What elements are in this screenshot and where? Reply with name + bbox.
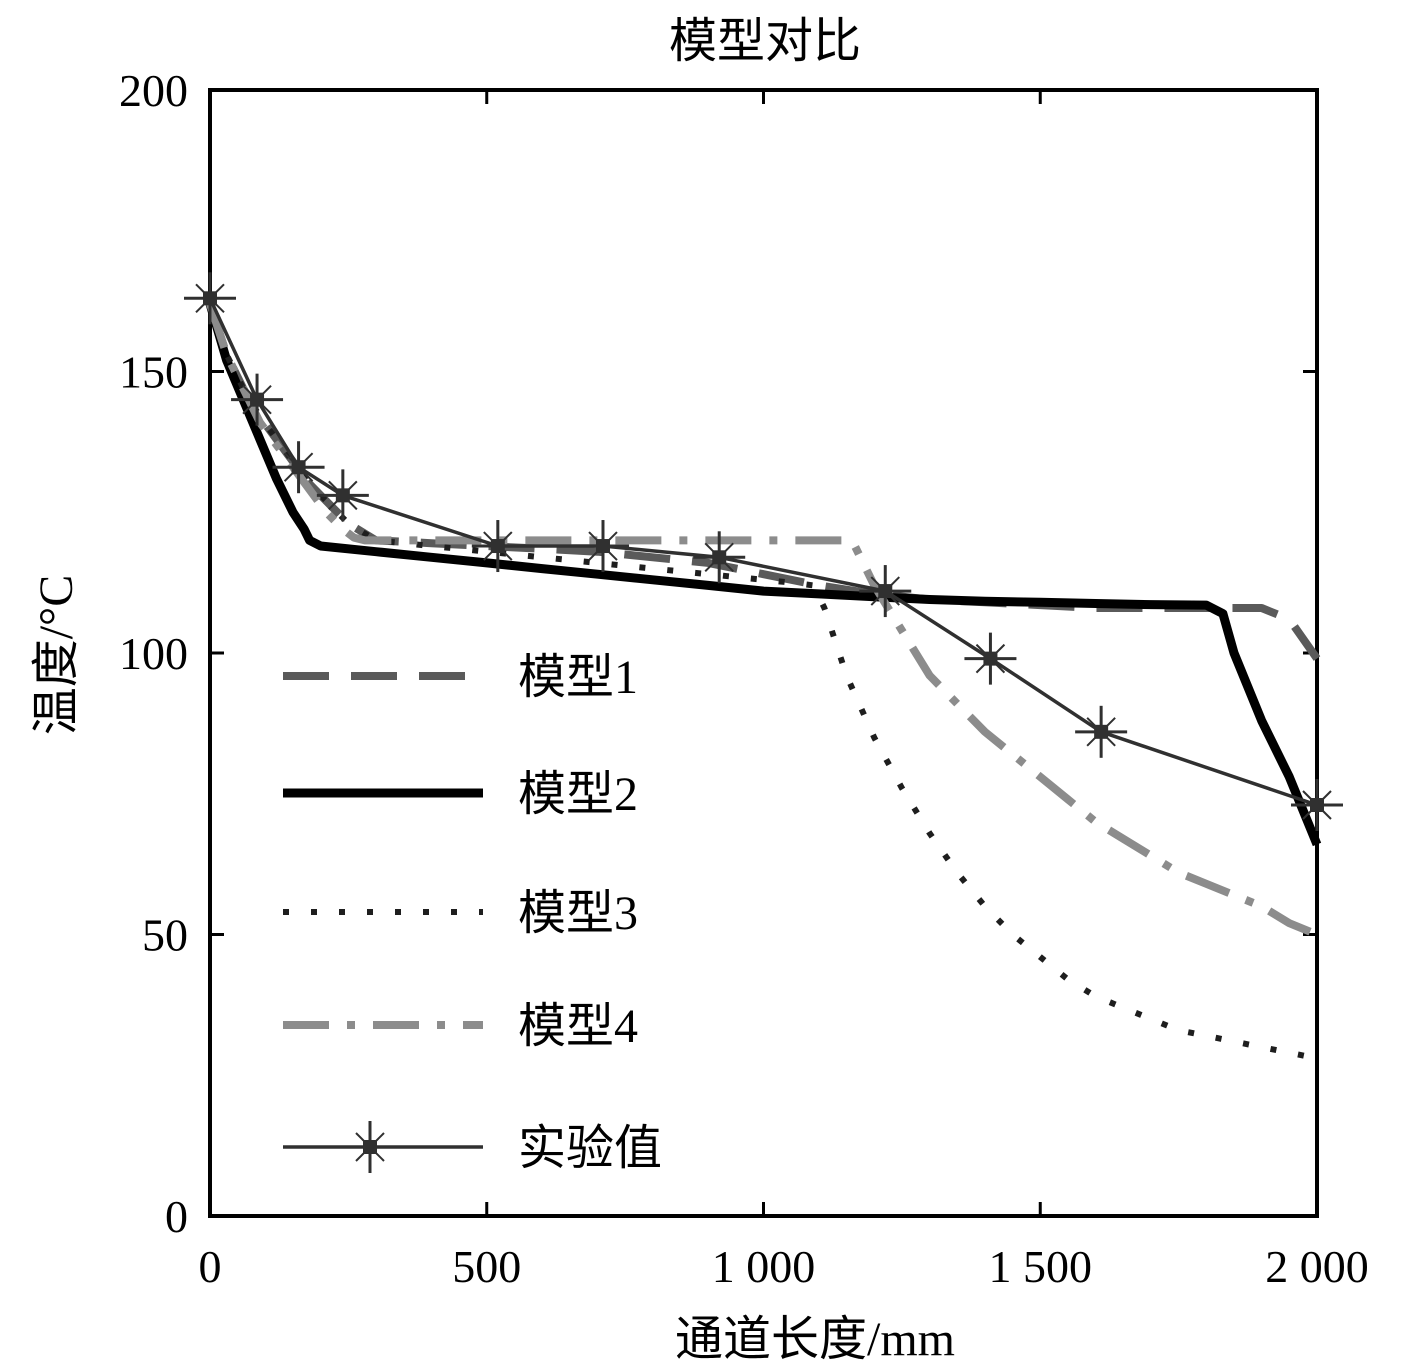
experimental-point-marker [1075,705,1128,758]
series-line-3 [207,302,1318,1062]
experimental-point-marker [964,632,1017,685]
x-tick-label: 0 [199,1241,222,1292]
experimental-point-marker [272,441,325,494]
series-line-4 [206,302,1319,939]
legend-label-1: 模型1 [518,651,638,704]
experimental-point-marker [576,520,629,573]
y-tick-label: 100 [119,628,188,679]
experimental-point-marker [693,531,746,584]
y-tick-label: 50 [142,910,188,961]
x-tick-label: 500 [452,1241,521,1292]
experimental-point-marker [1291,779,1343,832]
chart-title: 模型对比 [669,15,861,68]
y-tick-label: 0 [165,1191,188,1242]
experimental-point-marker [316,469,369,522]
series-layer [184,272,1343,1062]
series-line-2 [205,302,1322,847]
legend: 模型1 模型2 模型3 模型4 实验值 [283,651,662,1175]
y-tick-label: 200 [119,65,188,116]
x-tick-label: 1 000 [712,1241,816,1292]
legend-label-5: 实验值 [518,1122,662,1175]
y-tick-label: 150 [119,347,188,398]
experimental-point-marker [184,272,236,325]
legend-label-4: 模型4 [518,1000,638,1053]
legend-label-3: 模型3 [518,887,638,940]
plot-area-frame [208,88,1319,1218]
x-tick-label: 2 000 [1265,1241,1369,1292]
legend-marker [344,1121,396,1173]
y-axis-title: 温度/°C [30,575,83,736]
axis-ticks: 0 500 1 000 1 500 2 000 0 50 100 150 200 [119,65,1369,1292]
x-tick-label: 1 500 [989,1241,1093,1292]
experimental-point-marker [471,520,524,573]
experimental-point-marker [231,373,284,426]
x-axis-title: 通道长度/mm [675,1313,955,1366]
legend-label-2: 模型2 [518,768,638,821]
experimental-point-marker [859,565,912,618]
